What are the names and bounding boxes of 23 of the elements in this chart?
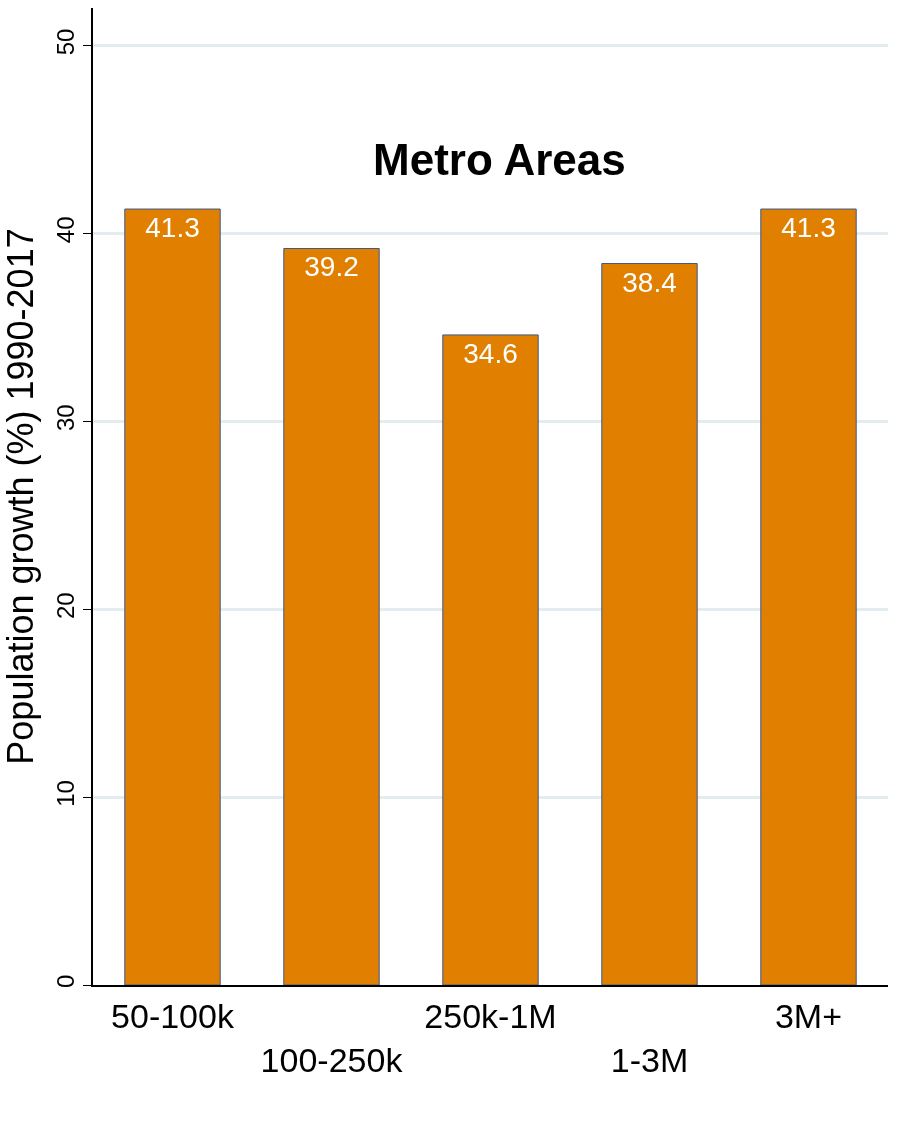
- x-tick-label: 100-250k: [260, 1041, 404, 1079]
- bar: [124, 208, 221, 985]
- y-tick-label: 10: [51, 780, 79, 807]
- y-tick-label: 0: [51, 974, 79, 989]
- x-tick-label: 50-100k: [111, 996, 235, 1035]
- x-tick-label: 1-3M: [610, 1041, 689, 1079]
- y-axis-title: Population growth (%) 1990-2017: [0, 228, 41, 765]
- data-label: 41.3: [145, 212, 200, 244]
- y-tick-label: 30: [51, 404, 79, 432]
- y-tick-label: 20: [51, 592, 79, 619]
- data-label: 34.6: [463, 337, 518, 369]
- data-label: 41.3: [781, 212, 836, 244]
- text: Metro Areas: [373, 135, 626, 185]
- bar: [442, 334, 539, 985]
- bar: [760, 208, 857, 985]
- bar: [601, 263, 698, 985]
- x-tick-label: 250k-1M: [424, 996, 557, 1035]
- y-tick-label: 40: [51, 216, 79, 244]
- bar: [283, 247, 380, 985]
- x-tick-label: 3M+: [774, 996, 843, 1035]
- data-label: 39.2: [304, 251, 359, 283]
- y-tick-label: 50: [51, 28, 79, 56]
- data-label: 38.4: [622, 266, 677, 298]
